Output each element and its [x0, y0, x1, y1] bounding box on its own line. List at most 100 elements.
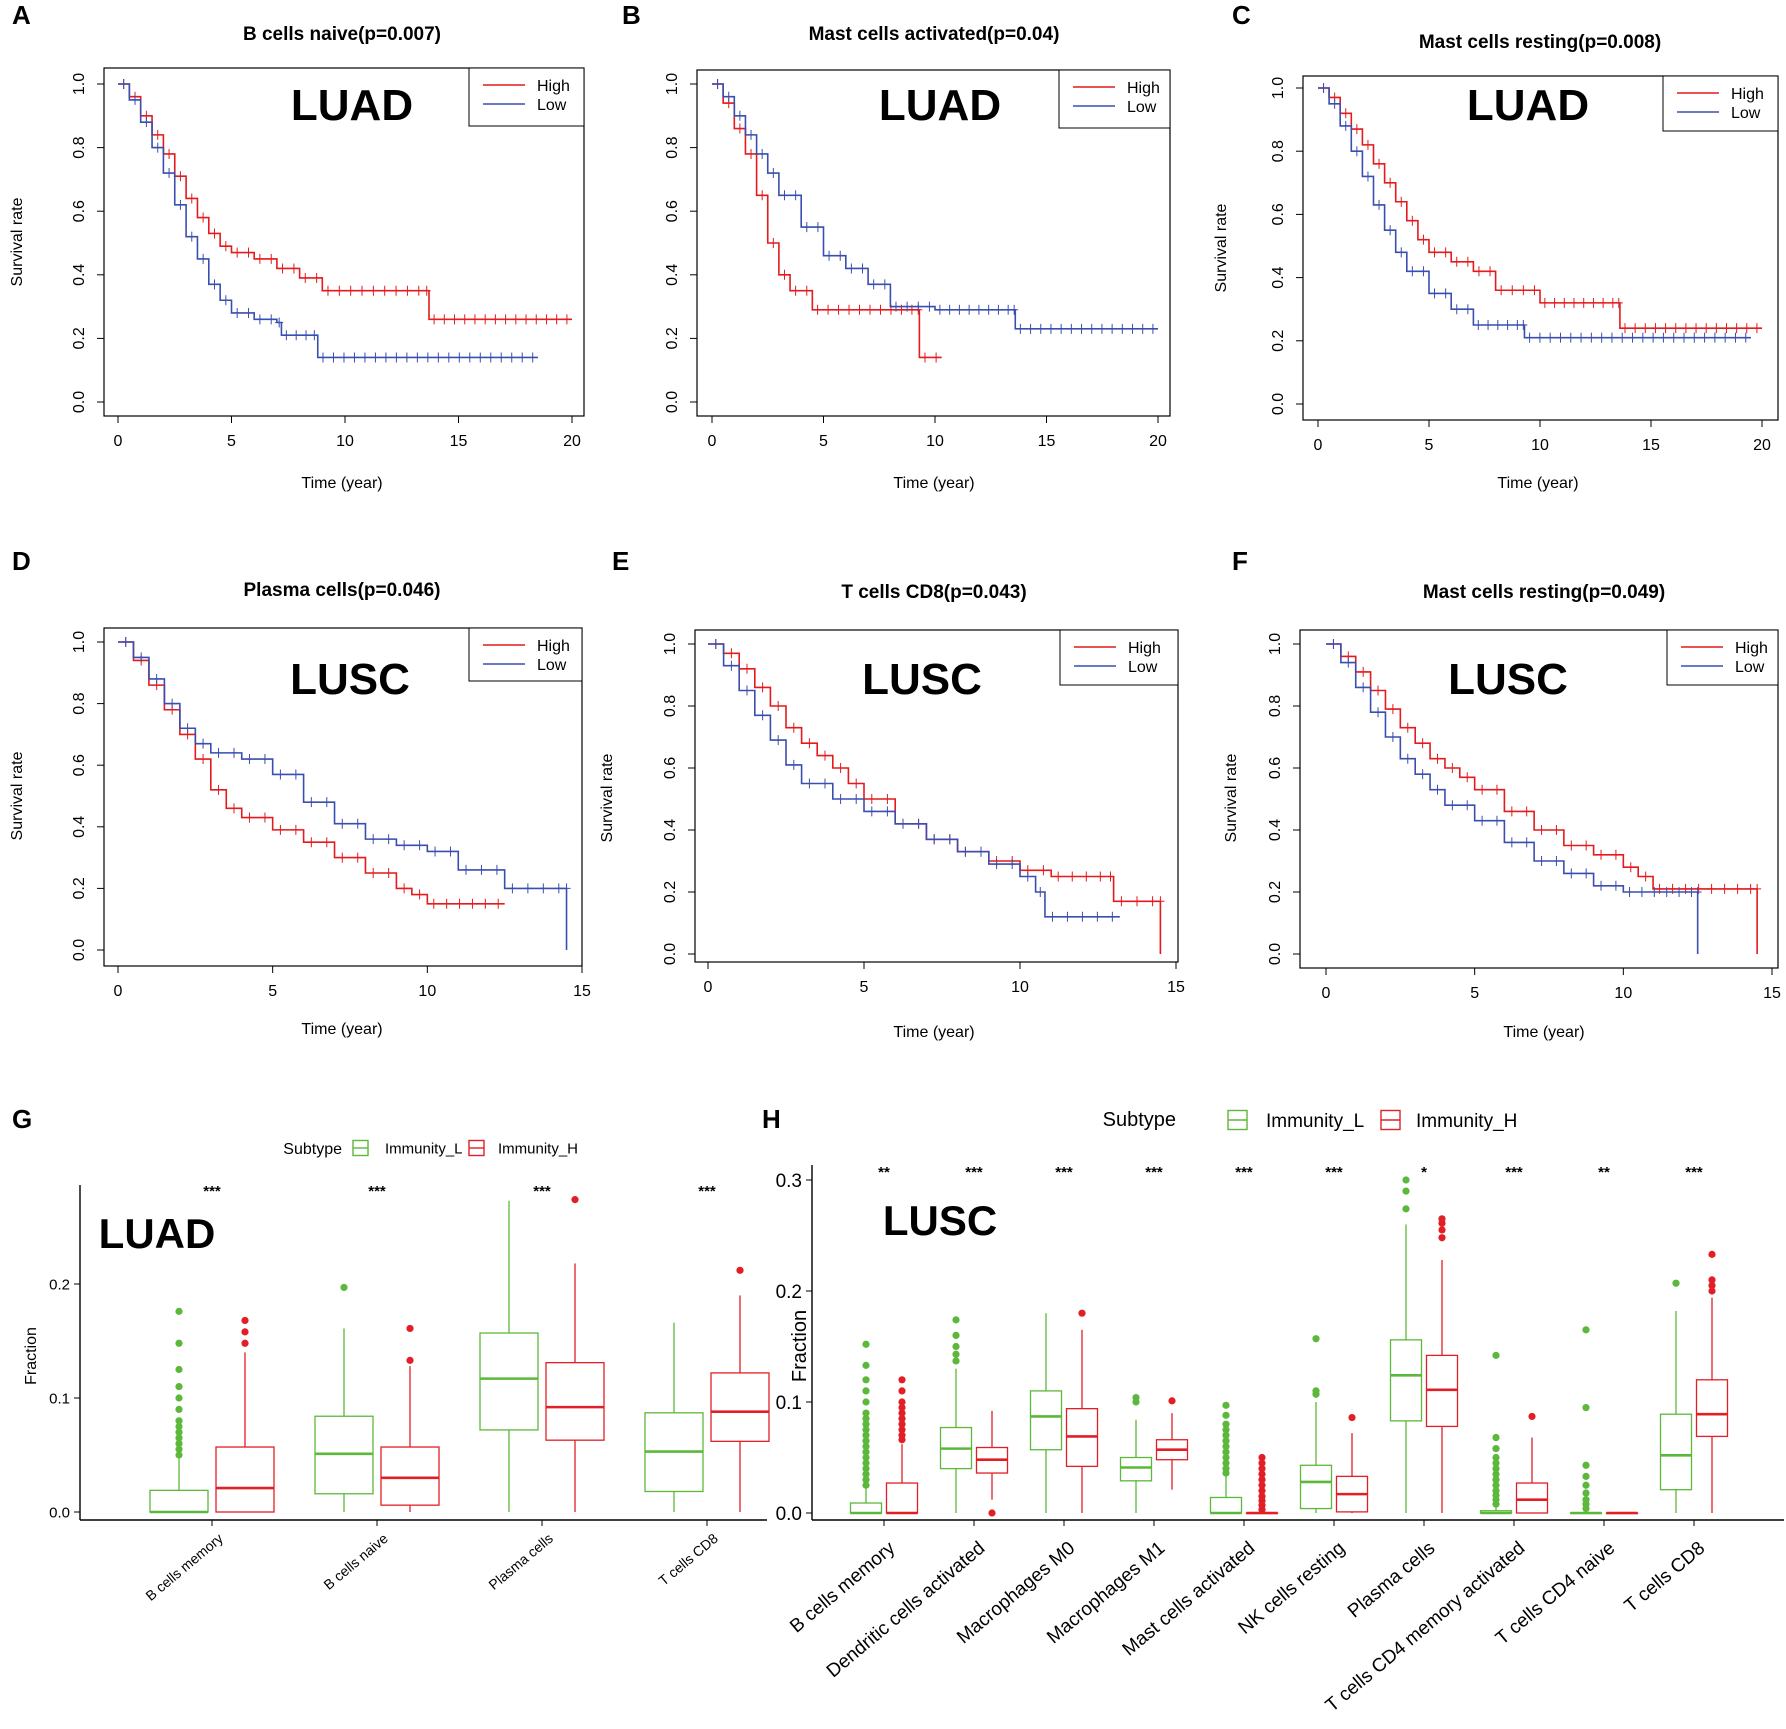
legend-label-high: High [1128, 640, 1161, 657]
censor-mark [380, 285, 389, 296]
outlier-point [898, 1431, 906, 1439]
censor-mark [353, 852, 362, 863]
outlier-point [1258, 1492, 1266, 1500]
censor-mark [369, 868, 378, 878]
km-panel-c: C Mast cells resting(p=0.008) 0 5 10 15 20 0.0 0… [1213, 0, 1779, 492]
box-iqr [849, 1502, 883, 1514]
outlier-point [1258, 1476, 1266, 1484]
censor-mark [1448, 800, 1457, 811]
censor-mark [450, 314, 459, 325]
censor-mark [845, 304, 854, 315]
legend: High Low [1059, 629, 1179, 686]
censor-mark [1567, 840, 1576, 851]
censor-mark [1419, 266, 1428, 277]
censor-mark [1497, 285, 1506, 296]
censor-mark [1638, 332, 1647, 343]
legend-box [468, 627, 583, 682]
box-immunity_l [1029, 1313, 1063, 1513]
censor-mark [932, 352, 941, 363]
censor-mark [769, 238, 778, 248]
censor-mark [1363, 139, 1372, 150]
box-immunity_h [1335, 1413, 1369, 1513]
censor-mark [858, 263, 867, 274]
censor-mark [1587, 332, 1596, 343]
y-tick-label: 0.8 [71, 692, 88, 714]
censor-mark [384, 868, 393, 878]
outlier-point [1258, 1481, 1266, 1489]
censor-mark [825, 250, 834, 261]
censor-mark [1441, 247, 1450, 258]
outlier-point [862, 1361, 870, 1369]
x-tick-label: 15 [1038, 433, 1056, 450]
outlier-point [952, 1316, 960, 1324]
x-tick-label: 5 [1470, 985, 1479, 1002]
censor-mark [1008, 859, 1017, 870]
censor-mark [930, 834, 939, 845]
censor-mark [1403, 722, 1412, 733]
y-tick-label: 1.0 [71, 73, 88, 95]
censor-mark [1508, 285, 1517, 296]
plot-frame [694, 629, 1179, 963]
censor-mark [1386, 225, 1395, 236]
outlier-point [1078, 1309, 1086, 1317]
censor-mark [836, 763, 845, 773]
censor-mark [955, 304, 964, 315]
x-tick-label: 15 [573, 983, 591, 1000]
censor-mark [1330, 98, 1339, 109]
censor-mark [210, 228, 219, 239]
censor-mark [532, 314, 541, 325]
outlier-point [1222, 1459, 1230, 1467]
censor-mark [413, 352, 422, 363]
outlier-point [862, 1476, 870, 1484]
censor-mark [1463, 772, 1472, 783]
box-iqr [1119, 1456, 1153, 1482]
censor-mark [925, 301, 934, 312]
y-axis-label: Survival rate [9, 197, 26, 286]
box-iqr [215, 1446, 275, 1513]
legend-label-high: High [537, 78, 570, 95]
censor-mark [920, 352, 929, 363]
censor-mark [491, 314, 500, 325]
y-tick-label: 1.0 [1267, 633, 1284, 655]
box-immunity_l [1659, 1279, 1693, 1513]
censor-mark [307, 797, 316, 808]
y-tick-label: 0.2 [1270, 330, 1287, 352]
censor-mark [214, 747, 223, 758]
censor-mark [1522, 806, 1531, 817]
censor-mark [142, 117, 151, 128]
censor-mark [1552, 825, 1561, 835]
censor-mark [1577, 332, 1586, 343]
censor-mark [221, 241, 230, 252]
censor-mark [339, 352, 348, 363]
significance-label: *** [533, 1183, 551, 1200]
y-tick-label: 0.2 [1267, 881, 1284, 903]
box-immunity_h [1245, 1453, 1279, 1515]
censor-mark [153, 129, 162, 140]
panel-letter: H [762, 1104, 781, 1134]
censor-mark [1556, 332, 1565, 343]
censor-mark [1720, 883, 1729, 894]
censor-mark [1569, 297, 1578, 308]
y-tick-label: 0.2 [664, 327, 681, 349]
censor-mark [1397, 196, 1406, 207]
censor-mark [1093, 911, 1102, 922]
censor-mark [1507, 806, 1516, 817]
outlier-point [736, 1266, 744, 1274]
censor-mark [1128, 323, 1137, 334]
y-tick-label: 0.0 [1270, 393, 1287, 415]
censor-mark [289, 263, 298, 274]
y-tick-label: 0.8 [664, 136, 681, 158]
censor-mark [446, 846, 455, 857]
censor-mark [468, 898, 477, 909]
outlier-point [1258, 1470, 1266, 1478]
censor-mark [1710, 332, 1719, 343]
box-iqr [1209, 1496, 1243, 1514]
censor-mark [880, 279, 889, 290]
outlier-point [952, 1357, 960, 1365]
y-tick-label: 0.0 [71, 391, 88, 413]
outlier-point [898, 1376, 906, 1384]
outlier-point [1708, 1250, 1716, 1258]
censor-mark [199, 754, 208, 765]
censor-mark [465, 352, 474, 363]
